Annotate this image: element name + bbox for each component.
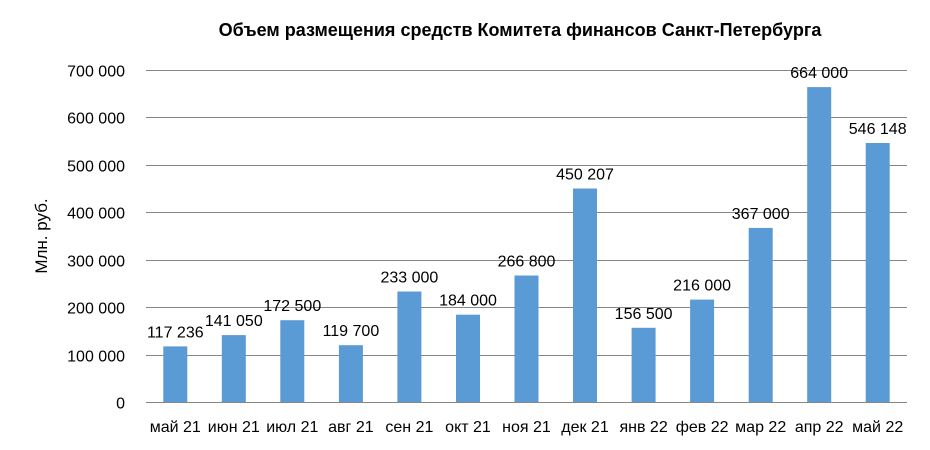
y-tick-label: 700 000	[67, 64, 125, 81]
bar	[514, 275, 539, 402]
x-tick-label: авг 21	[328, 419, 374, 436]
bars	[163, 87, 890, 402]
bar	[338, 345, 363, 402]
x-tick-label: апр 22	[795, 419, 844, 436]
y-tick-label: 200 000	[67, 301, 125, 318]
x-tick-label: мар 22	[735, 419, 786, 436]
data-label: 119 700	[323, 323, 380, 340]
bar	[690, 299, 715, 402]
data-label: 450 207	[556, 167, 614, 184]
x-axis-ticks: май 21 июн 21 июл 21 авг 21 сен 21 окт 21 ноя …	[150, 419, 904, 436]
y-tick-label: 500 000	[67, 159, 125, 176]
x-tick-label: дек 21	[561, 419, 609, 436]
data-label: 664 000	[790, 65, 848, 82]
chart-title: Объем размещения средств Комитета финанс…	[219, 20, 823, 40]
data-label: 156 500	[615, 306, 673, 323]
y-axis-ticks: 0 100 000 200 000 300 000 400 000 500 000 600 …	[67, 64, 125, 413]
data-label: 367 000	[732, 206, 790, 223]
bar	[456, 314, 480, 402]
bar	[163, 346, 188, 402]
y-tick-label: 300 000	[67, 254, 125, 271]
data-label: 216 000	[673, 278, 731, 295]
bar	[807, 87, 832, 402]
data-label: 233 000	[380, 270, 438, 287]
x-tick-label: июл 21	[266, 419, 318, 436]
bar	[631, 327, 656, 402]
x-tick-label: янв 22	[619, 419, 667, 436]
x-tick-label: фев 22	[676, 419, 729, 436]
data-label: 546 148	[849, 121, 907, 138]
y-tick-label: 0	[116, 396, 125, 413]
bar	[865, 143, 890, 402]
bar	[280, 320, 305, 402]
y-tick-label: 400 000	[67, 206, 125, 223]
bar	[573, 188, 597, 402]
y-tick-label: 100 000	[67, 349, 125, 366]
data-label: 184 000	[439, 293, 497, 310]
x-tick-label: май 22	[852, 419, 903, 436]
x-tick-label: июн 21	[208, 419, 260, 436]
x-tick-label: май 21	[150, 419, 201, 436]
y-tick-label: 600 000	[67, 111, 125, 128]
data-label: 141 050	[205, 313, 263, 330]
data-label: 117 236	[147, 324, 204, 341]
bar	[748, 227, 773, 402]
data-label: 172 500	[263, 298, 321, 315]
x-tick-label: ноя 21	[502, 419, 551, 436]
data-label: 266 800	[498, 254, 556, 271]
bar	[397, 291, 422, 402]
x-tick-label: окт 21	[445, 419, 491, 436]
x-tick-label: сен 21	[385, 419, 433, 436]
y-axis-label: Млн. руб.	[32, 198, 51, 273]
bar	[221, 335, 246, 402]
